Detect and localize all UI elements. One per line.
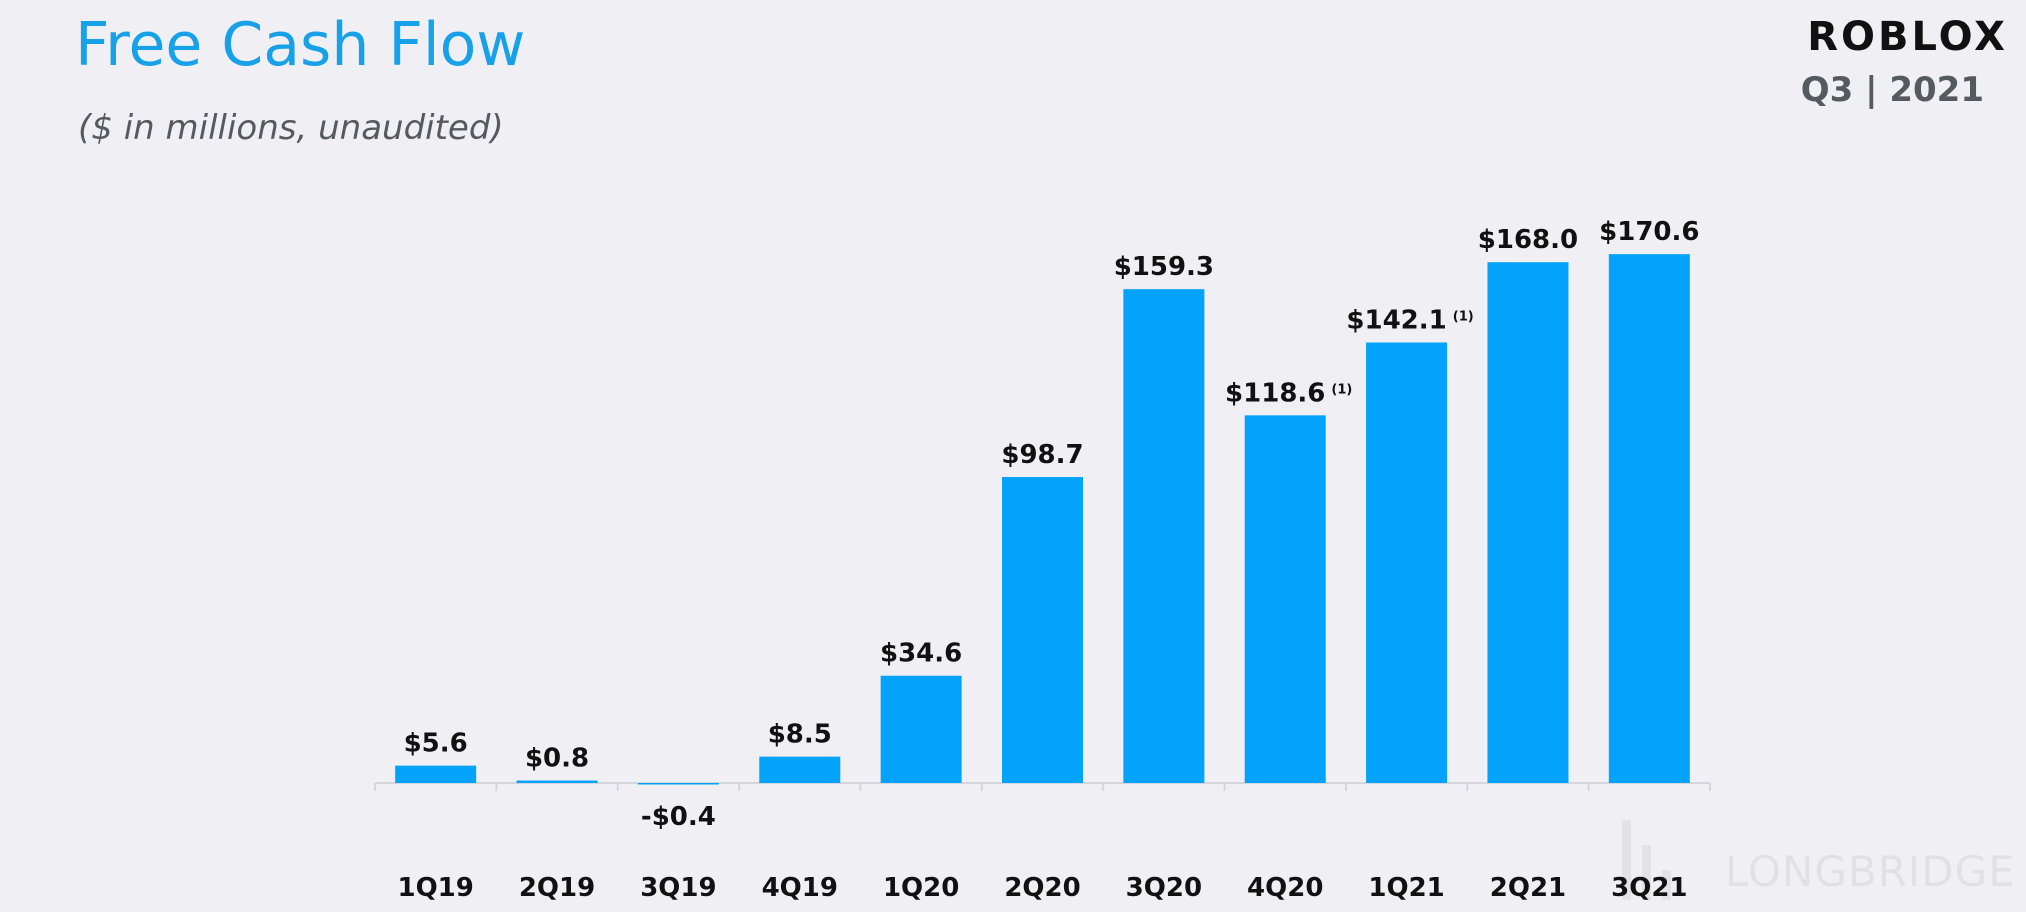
bar-2Q20 [1002,477,1083,783]
value-label-1Q21: $142.1 [1346,305,1446,335]
bar-1Q19 [395,765,477,783]
category-label-3Q20: 3Q20 [1126,873,1202,903]
category-label-2Q21: 2Q21 [1490,873,1566,903]
category-label-4Q19: 4Q19 [762,873,838,903]
category-label-2Q19: 2Q19 [519,873,595,903]
bar-3Q21 [1608,254,1690,783]
category-label-1Q20: 1Q20 [883,873,959,903]
value-label-2Q19: $0.8 [525,744,589,774]
period-label: Q3 | 2021 [1800,70,1984,110]
bar-1Q21 [1366,342,1448,783]
value-label-4Q19: $8.5 [768,720,832,750]
bar-3Q20 [1123,289,1205,783]
value-label-4Q20: $118.6 [1225,378,1325,408]
category-label-1Q19: 1Q19 [397,873,473,903]
value-label-3Q19: -$0.4 [641,802,716,832]
footnote-marker-1Q21: (1) [1453,309,1474,324]
bar-2Q21 [1487,262,1569,783]
chart-subtitle: ($ in millions, unaudited) [78,108,504,148]
category-label-1Q21: 1Q21 [1368,873,1444,903]
bar-4Q19 [759,756,841,783]
bar-2Q19 [516,780,598,783]
value-label-2Q20: $98.7 [1001,440,1083,470]
bar-4Q20 [1244,415,1326,783]
chart-title: Free Cash Flow [75,10,526,80]
category-label-3Q21: 3Q21 [1611,873,1687,903]
category-label-2Q20: 2Q20 [1004,873,1080,903]
footnote-marker-4Q20: (1) [1331,382,1352,397]
brand-logo: ROBLOX [1807,14,2008,60]
value-label-1Q19: $5.6 [404,729,468,759]
bar-1Q20 [880,675,962,783]
value-label-3Q20: $159.3 [1114,252,1214,282]
category-label-3Q19: 3Q19 [640,873,716,903]
bar-3Q19 [637,783,719,785]
value-label-3Q21: $170.6 [1599,217,1699,247]
category-label-4Q20: 4Q20 [1247,873,1323,903]
value-label-2Q21: $168.0 [1478,225,1578,255]
value-label-1Q20: $34.6 [880,639,962,669]
